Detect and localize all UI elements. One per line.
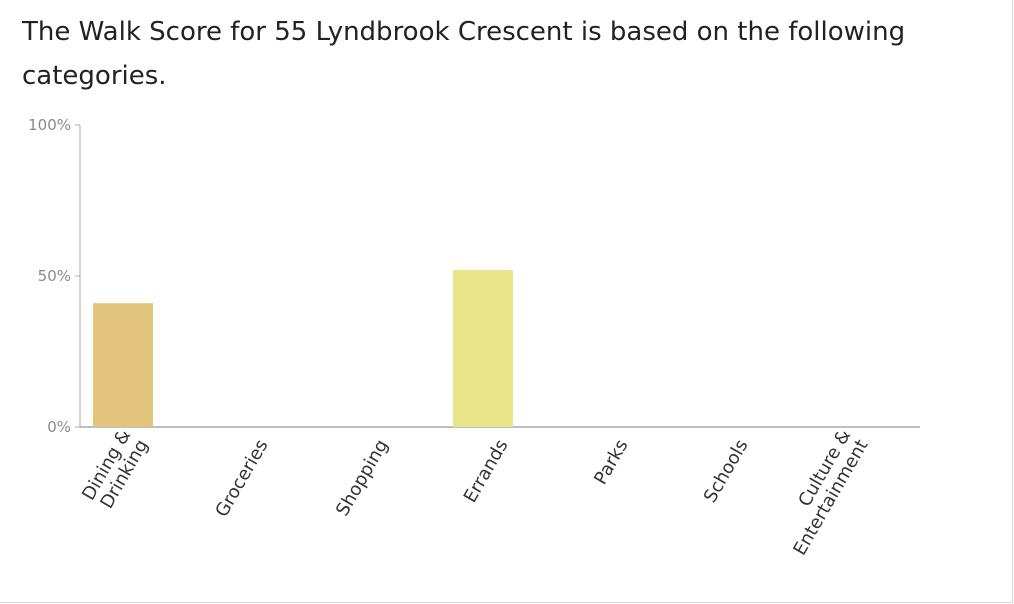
y-tick-label: 100%	[28, 116, 71, 134]
category-label: Errands	[460, 436, 513, 506]
category-label: Groceries	[211, 436, 272, 521]
category-label: Parks	[590, 436, 632, 488]
category-label-line: Errands	[460, 436, 513, 506]
category-label: Dining &Drinking	[78, 426, 152, 512]
chart-heading: The Walk Score for 55 Lyndbrook Crescent…	[22, 17, 906, 91]
category-label: Shopping	[332, 436, 392, 520]
y-tick-label: 50%	[38, 267, 71, 285]
bar	[453, 269, 513, 427]
category-label: Schools	[700, 436, 753, 506]
category-label-line: Schools	[700, 436, 753, 506]
category-label: Culture &Entertainment	[789, 426, 872, 559]
bar	[93, 303, 153, 427]
bars	[93, 269, 513, 427]
category-label-line: Shopping	[332, 436, 392, 520]
category-label-line: Groceries	[211, 436, 272, 521]
y-tick-label: 0%	[47, 418, 71, 436]
category-label-line: Parks	[590, 436, 632, 488]
category-labels: Dining &Drinking Groceries Shopping Errands…	[78, 426, 872, 559]
y-axis: 0% 50% 100%	[28, 116, 81, 436]
